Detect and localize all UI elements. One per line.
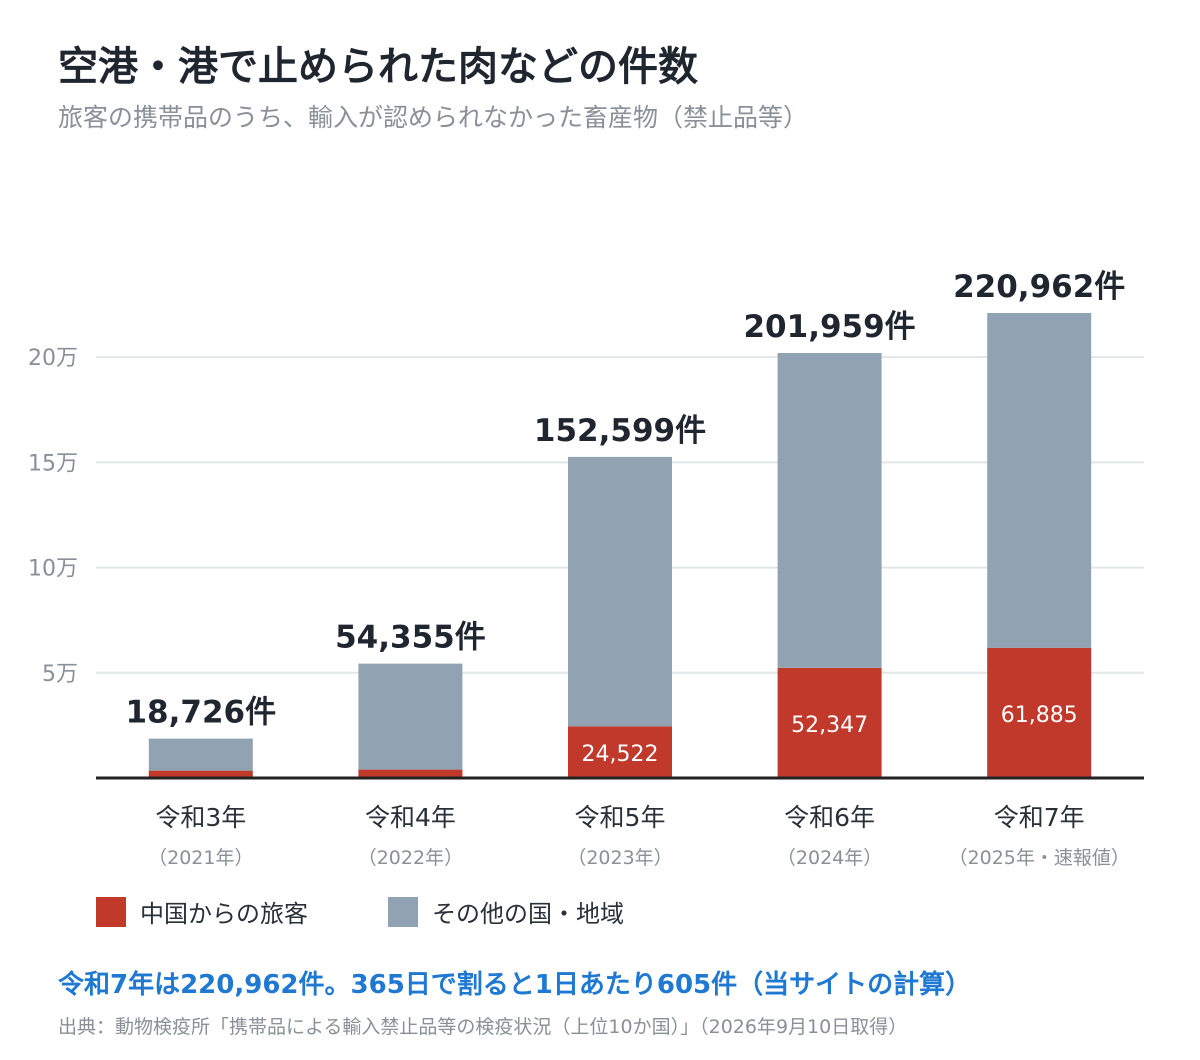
legend-label-other: その他の国・地域 bbox=[432, 900, 624, 928]
y-tick-label: 10万 bbox=[28, 557, 78, 582]
y-tick-label: 5万 bbox=[42, 662, 78, 687]
bar-segment-other bbox=[987, 313, 1092, 648]
chart-subtitle: 旅客の携帯品のうち、輸入が認められなかった畜産物（禁止品等） bbox=[58, 103, 809, 132]
bar-segment-other bbox=[777, 353, 882, 668]
bar-segment-china bbox=[358, 769, 463, 778]
x-tick-sublabel: （2025年・速報値） bbox=[949, 847, 1130, 869]
x-tick-label: 令和3年 bbox=[155, 803, 246, 832]
bar-segment-china bbox=[148, 770, 253, 778]
legend: 中国からの旅客 その他の国・地域 bbox=[96, 894, 704, 929]
bar-total-label: 54,355件 bbox=[335, 620, 486, 656]
bar-total-label: 201,959件 bbox=[743, 309, 915, 345]
x-tick-label: 令和5年 bbox=[575, 803, 666, 832]
bar-segment-other bbox=[358, 663, 463, 770]
bar-value-label: 61,885 bbox=[1001, 703, 1078, 728]
x-tick-sublabel: （2021年） bbox=[148, 847, 253, 869]
x-tick-sublabel: （2024年） bbox=[777, 847, 882, 869]
bar-segment-china bbox=[987, 647, 1092, 778]
summary-note: 令和7年は220,962件。365日で割ると1日あたり605件（当サイトの計算） bbox=[58, 970, 972, 1000]
x-tick-sublabel: （2022年） bbox=[358, 847, 463, 869]
x-tick-label: 令和7年 bbox=[994, 803, 1085, 832]
source-citation: 出典：動物検疫所「携帯品による輸入禁止品等の検疫状況（上位10か国）」（2026… bbox=[58, 1016, 908, 1038]
bar-total-label: 220,962件 bbox=[953, 269, 1125, 305]
y-tick-label: 15万 bbox=[28, 451, 78, 476]
bar-value-label: 52,347 bbox=[791, 713, 868, 738]
chart-title: 空港・港で止められた肉などの件数 bbox=[58, 44, 698, 90]
x-tick-label: 令和4年 bbox=[365, 803, 456, 832]
bar-segment-other bbox=[568, 456, 672, 727]
bar-total-label: 18,726件 bbox=[125, 695, 276, 731]
bar-segment-china bbox=[568, 726, 672, 778]
bar-segment-other bbox=[148, 738, 253, 771]
bar-segment-china bbox=[777, 667, 882, 778]
legend-swatch-other bbox=[388, 896, 418, 927]
y-tick-label: 20万 bbox=[28, 346, 78, 371]
bar-total-label: 152,599件 bbox=[534, 413, 706, 449]
legend-swatch-china bbox=[96, 896, 126, 927]
legend-item-other: その他の国・地域 bbox=[388, 894, 624, 929]
legend-item-china: 中国からの旅客 bbox=[96, 894, 308, 929]
bar-value-label: 24,522 bbox=[582, 742, 659, 767]
legend-label-china: 中国からの旅客 bbox=[140, 900, 308, 928]
x-tick-label: 令和6年 bbox=[784, 803, 875, 832]
x-tick-sublabel: （2023年） bbox=[567, 847, 672, 869]
